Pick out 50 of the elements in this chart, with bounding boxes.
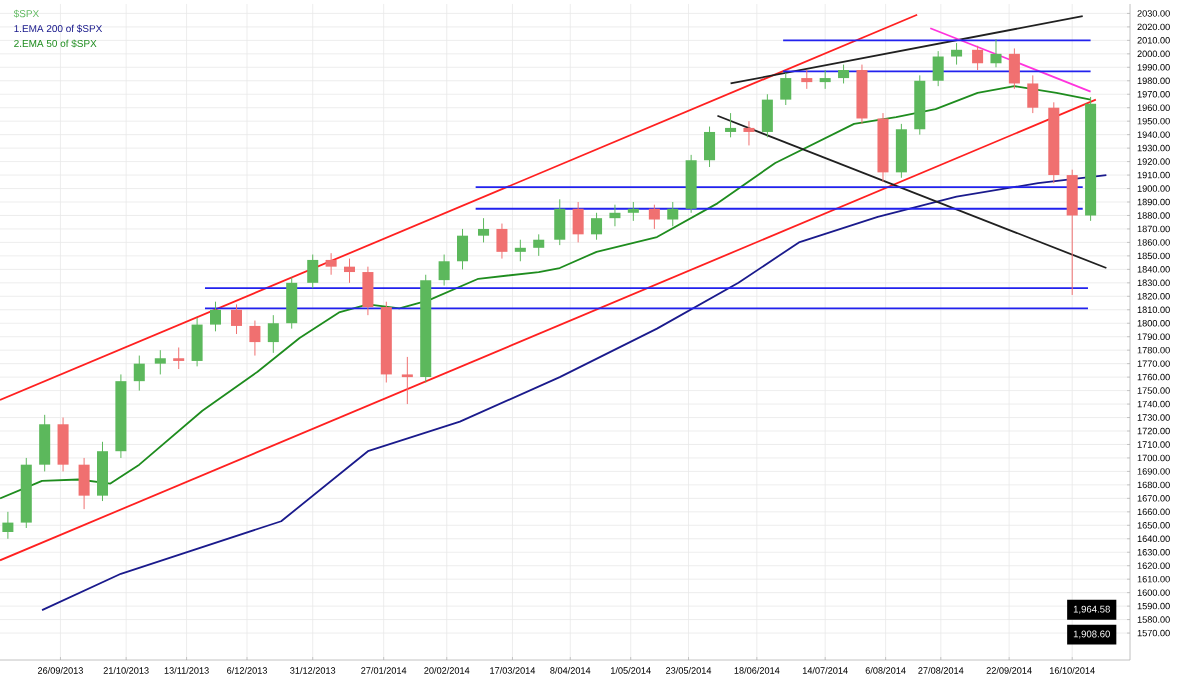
candlestick [478,217,490,243]
candlestick [572,201,584,243]
candlestick [591,212,603,241]
candlestick [438,254,450,287]
candlestick [514,239,526,262]
candlestick [725,112,737,138]
candlestick [267,314,279,354]
candlestick [932,50,944,87]
candlestick [307,254,319,289]
candlestick [627,201,639,222]
line-series [41,174,1108,612]
candlestick [609,204,621,227]
candlestick [173,346,185,370]
candlestick [990,38,1002,68]
candlestick [761,93,773,138]
candlestick [743,120,755,146]
candlestick [895,123,907,179]
candlestick [1066,169,1078,296]
candlestick [457,228,469,270]
candlestick [780,72,792,106]
candlestick [554,198,566,246]
candlestick [133,355,145,392]
candlestick [533,233,545,257]
candlestick [362,266,374,316]
candlestick [230,303,243,335]
candlestick [704,126,716,168]
candlestick [286,276,298,330]
candlestick [39,414,51,472]
candlestick [57,417,69,472]
candlestick [2,511,14,540]
candlestick [1008,47,1020,90]
candlestick [667,201,679,227]
candlestick [96,441,109,502]
candlestick [209,301,222,332]
candlestick [344,258,356,284]
candlestick [648,204,660,230]
candlestick [972,45,984,71]
candlestick [819,69,831,90]
candlestick [154,349,166,375]
candlestick [838,64,850,84]
candlestick [951,42,963,66]
candlestick [191,317,203,367]
line-series [0,85,1092,500]
candlestick [496,223,508,260]
candlestick [325,252,337,276]
candlestick [249,320,261,357]
candlestick [401,356,413,405]
candlestick [801,69,813,90]
candlestick [1027,74,1039,114]
candlestick [78,457,90,510]
